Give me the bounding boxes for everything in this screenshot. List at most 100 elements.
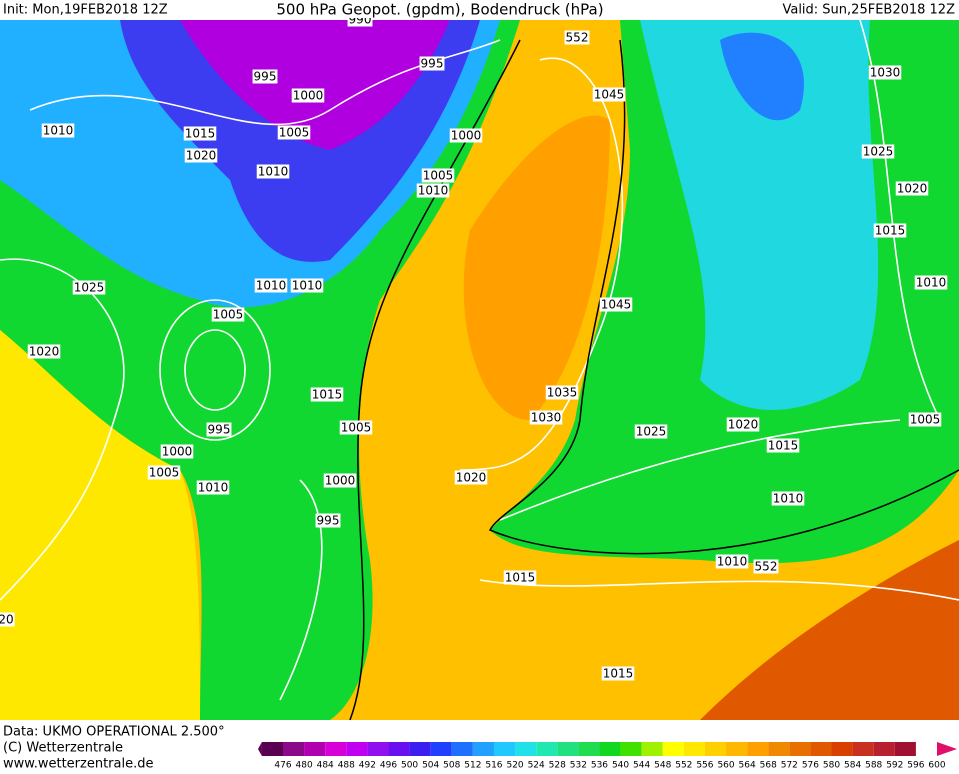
isobar-label-bg (564, 30, 590, 45)
colorbar-label: 508 (443, 761, 460, 771)
isobar-label: 1005 (341, 421, 372, 435)
colorbar-label: 528 (549, 761, 566, 771)
isobar-label-bg (310, 387, 344, 402)
region (700, 540, 959, 720)
isobar-label: 1010 (43, 124, 74, 138)
colorbar-label: 496 (380, 761, 397, 771)
isobar (159, 299, 271, 441)
isobar (279, 479, 323, 701)
isobar-label: 1025 (863, 145, 894, 159)
colorbar-label: 564 (739, 761, 756, 771)
colorbar-swatch (683, 742, 705, 756)
isobar-label: 995 (208, 423, 231, 437)
colorbar-swatch (388, 742, 410, 756)
colorbar-swatch (346, 742, 368, 756)
colorbar-swatch (367, 742, 389, 756)
isobar-label-bg (211, 307, 245, 322)
colorbar-label: 524 (528, 761, 545, 771)
colorbar-label: 540 (612, 761, 629, 771)
colorbar-label: 488 (338, 761, 355, 771)
colorbar-label: 588 (865, 761, 882, 771)
isobar-label: 1015 (185, 127, 216, 141)
isobar-label-bg (323, 473, 357, 488)
colorbar-label: 548 (654, 761, 671, 771)
colorbar-label: 568 (760, 761, 777, 771)
isobar-label-bg (416, 183, 450, 198)
isobar-label: 995 (254, 70, 277, 84)
isobar-label: 552 (566, 31, 589, 45)
isobar-label: 1005 (279, 126, 310, 140)
colorbar-swatch (536, 742, 558, 756)
colorbar-label: 484 (317, 761, 334, 771)
isobar-label-bg (41, 123, 75, 138)
isobar-label: 1015 (505, 571, 536, 585)
valid-label: Valid: Sun,25FEB2018 12Z (782, 3, 955, 18)
region (640, 20, 879, 410)
isobar-label: 1035 (547, 386, 578, 400)
isobar-label: 1005 (910, 413, 941, 427)
isobar-label-bg (252, 69, 278, 84)
colorbar-label: 512 (464, 761, 481, 771)
colorbar-swatch (726, 742, 748, 756)
isobar-label: 1010 (258, 165, 289, 179)
isobar-label: 995 (421, 57, 444, 71)
colorbar: 476 480 484 488 492 496 500 504 508 512 516 520 524 5… (258, 742, 957, 771)
isobar-label: 1025 (636, 425, 667, 439)
isobar-label: 1010 (292, 279, 323, 293)
colorbar-label: 492 (359, 761, 376, 771)
isobar-label: 1010 (916, 276, 947, 290)
colorbar-label: 516 (485, 761, 502, 771)
isobar-label-bg (196, 480, 230, 495)
isobar-label: 1020 (456, 471, 487, 485)
isobar-label: 1020 (29, 345, 60, 359)
isobar-label: 20 (0, 613, 14, 627)
isobar-label: 1045 (601, 298, 632, 312)
isobar-label-bg (753, 559, 779, 574)
map-title: 500 hPa Geopot. (gpdm), Bodendruck (hPa) (276, 1, 603, 19)
colorbar-label: 576 (802, 761, 819, 771)
colorbar-swatch (894, 742, 916, 756)
isobar-label: 1030 (870, 66, 901, 80)
isobar-label: 1010 (773, 492, 804, 506)
isobar-label: 1020 (728, 418, 759, 432)
isobar-label-bg (601, 666, 635, 681)
colorbar-swatch (325, 742, 347, 756)
colorbar-label: 520 (506, 761, 523, 771)
isobar-label-bg (592, 87, 626, 102)
isobar-label-bg (449, 128, 483, 143)
colorbar-label: 504 (422, 761, 439, 771)
isobar-label: 1045 (594, 88, 625, 102)
colorbar-swatch (810, 742, 832, 756)
isobar-label-bg (421, 168, 455, 183)
isobar-label: 995 (317, 514, 340, 528)
isobar-label: 1015 (875, 224, 906, 238)
colorbar-swatch (472, 742, 494, 756)
isobar-label-bg (895, 181, 929, 196)
colorbar-swatch (662, 742, 684, 756)
isobar-label-bg (183, 126, 217, 141)
isobar-label: 1015 (768, 439, 799, 453)
colorbar-swatch (873, 742, 895, 756)
isobar-label-bg (861, 144, 895, 159)
colorbar-swatch (620, 742, 642, 756)
isobar-label-bg (914, 275, 948, 290)
isobar-label-bg (726, 417, 760, 432)
colorbar-label: 552 (675, 761, 692, 771)
colorbar-swatch (515, 742, 537, 756)
isobar-label-bg (147, 465, 181, 480)
colorbar-label: 500 (401, 761, 418, 771)
isobar-label: 552 (755, 560, 778, 574)
colorbar-swatch (283, 742, 305, 756)
isobar-label: 1010 (198, 481, 229, 495)
isobar-label: 1000 (293, 89, 324, 103)
colorbar-label: 596 (907, 761, 924, 771)
colorbar-swatch (304, 742, 326, 756)
colorbar-label: 532 (570, 761, 587, 771)
contour-552 (349, 39, 521, 721)
colorbar-swatch (578, 742, 600, 756)
url: www.wetterzentrale.de (3, 757, 153, 771)
isobar-label-bg (254, 278, 288, 293)
isobar-label-bg (339, 420, 373, 435)
isobar-label-bg (256, 164, 290, 179)
